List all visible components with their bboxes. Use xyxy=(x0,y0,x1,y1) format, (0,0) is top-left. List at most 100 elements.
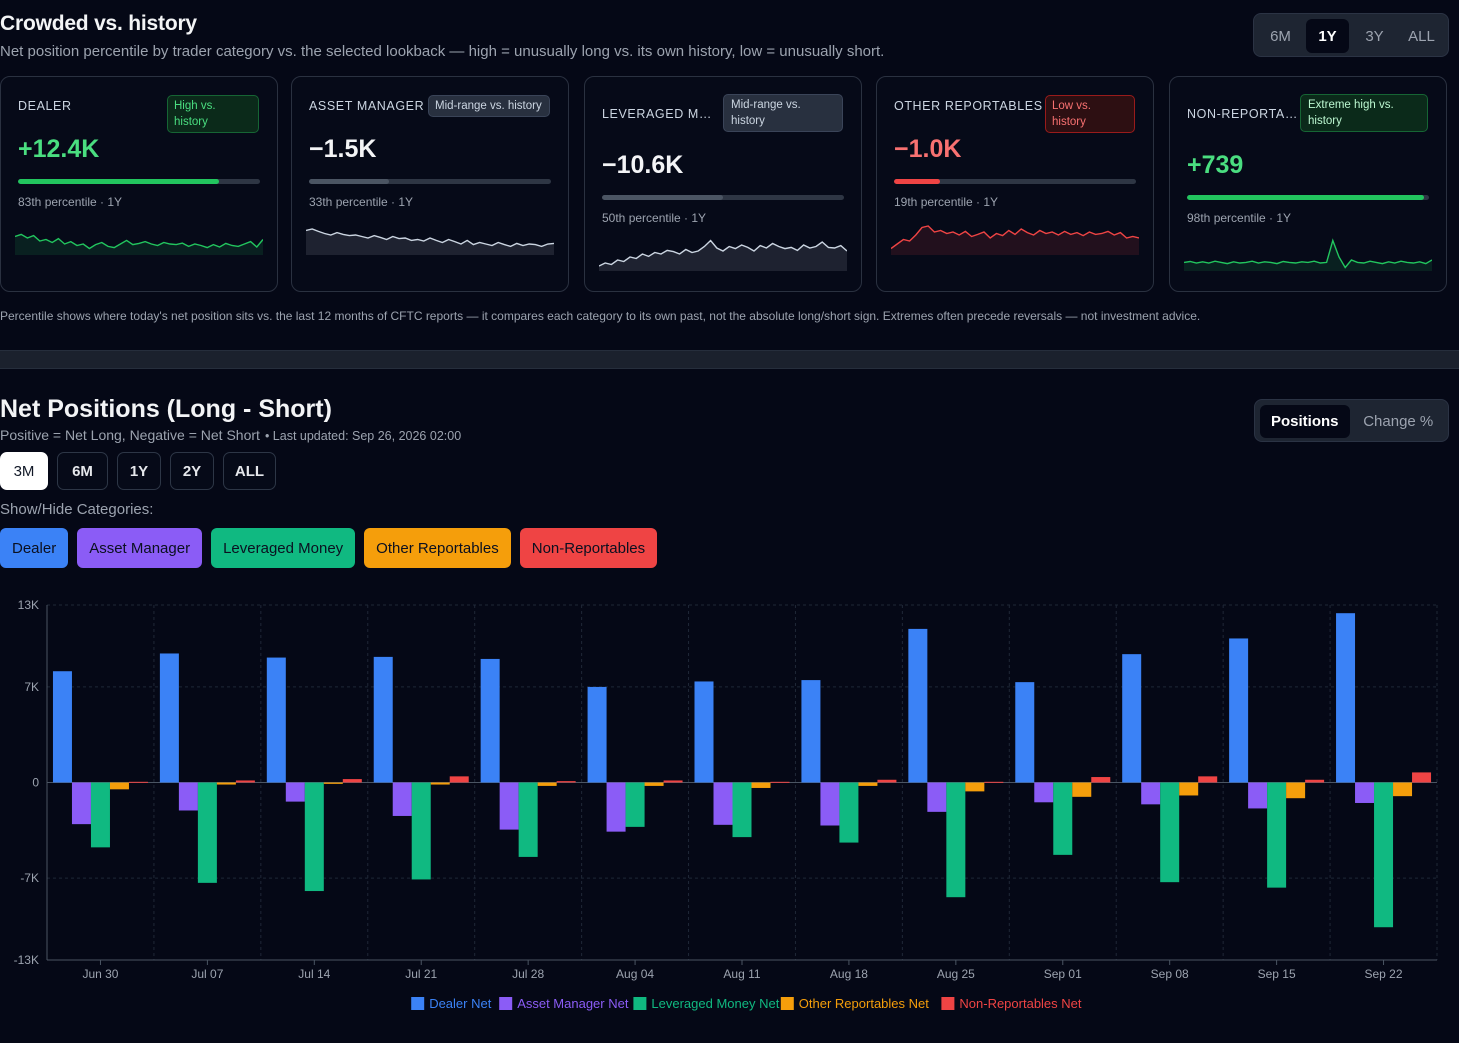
legend-label: Leveraged Money Net xyxy=(651,996,779,1011)
net-positions-title: Net Positions (Long - Short) xyxy=(0,395,332,423)
card-status-badge: Extreme high vs. history xyxy=(1300,94,1428,132)
bar-asset-manager-net xyxy=(606,782,626,832)
card-percentile-text: 83th percentile · 1Y xyxy=(18,195,123,209)
sparkline-area xyxy=(15,234,263,255)
sparkline-line xyxy=(15,233,263,250)
bar-dealer-net xyxy=(52,671,72,783)
card-category-name: OTHER REPORTABLES xyxy=(894,99,1043,113)
bar-dealer-net xyxy=(480,658,500,783)
card-net-value: −10.6K xyxy=(602,151,684,179)
bar-asset-manager-net xyxy=(1248,782,1268,809)
card-sparkline xyxy=(15,233,263,255)
range-2y-button[interactable]: 2Y xyxy=(170,452,214,490)
legend-swatch xyxy=(499,997,513,1010)
bar-other-reportables-net xyxy=(751,782,771,788)
percentile-bar xyxy=(602,195,844,200)
category-toggle-dealer[interactable]: Dealer xyxy=(0,528,69,568)
lookback-3y[interactable]: 3Y xyxy=(1365,27,1384,45)
bar-leveraged-money-net xyxy=(839,782,859,843)
bar-dealer-net xyxy=(266,657,286,783)
bar-dealer-net xyxy=(1015,682,1035,783)
bar-other-reportables-net xyxy=(1072,782,1092,797)
percentile-bar xyxy=(18,179,260,184)
category-toggle-non-reportables[interactable]: Non-Reportables xyxy=(519,528,658,568)
mode-change-percent-button[interactable]: Change % xyxy=(1363,413,1434,430)
sparkline-area xyxy=(599,240,847,271)
sparkline-line xyxy=(1184,238,1432,269)
range-3m-button[interactable]: 3M xyxy=(0,452,48,490)
bar-other-reportables-net xyxy=(1393,782,1413,797)
bar-non-reportables-net xyxy=(556,781,576,783)
lookback-selector: 6M 1Y 3Y ALL xyxy=(1253,13,1449,57)
crowded-card: LEVERAGED MONEY Mid-range vs. history −10.… xyxy=(584,76,862,292)
bar-non-reportables-net xyxy=(1198,776,1218,783)
bar-non-reportables-net xyxy=(770,781,790,783)
bar-non-reportables-net xyxy=(1091,777,1111,783)
mode-positions-button[interactable]: Positions xyxy=(1260,405,1350,438)
y-tick-label: -7K xyxy=(20,871,39,885)
legend-swatch xyxy=(411,997,425,1010)
x-tick-label: Jun 30 xyxy=(82,967,118,981)
bar-dealer-net xyxy=(694,681,714,783)
crowded-subtitle: Net position percentile by trader catego… xyxy=(0,43,885,60)
bar-leveraged-money-net xyxy=(411,782,431,880)
x-tick-label: Aug 25 xyxy=(937,967,975,981)
legend-label: Non-Reportables Net xyxy=(959,996,1082,1011)
card-percentile-text: 19th percentile · 1Y xyxy=(894,195,999,209)
crowded-card: NON-REPORTABLESExtreme high vs. history +… xyxy=(1169,76,1447,292)
card-percentile-text: 98th percentile · 1Y xyxy=(1187,211,1292,225)
range-all-button[interactable]: ALL xyxy=(223,452,276,490)
x-tick-label: Jul 28 xyxy=(512,967,544,981)
x-tick-label: Sep 15 xyxy=(1258,967,1296,981)
bar-non-reportables-net xyxy=(1305,779,1325,783)
card-category-name: NON-REPORTABLES xyxy=(1187,107,1303,121)
bar-other-reportables-net xyxy=(858,782,878,786)
x-tick-label: Jul 14 xyxy=(298,967,330,981)
bar-asset-manager-net xyxy=(1034,782,1054,803)
range-6m-button[interactable]: 6M xyxy=(57,452,108,490)
bar-leveraged-money-net xyxy=(518,782,538,857)
card-sparkline xyxy=(891,225,1139,255)
legend-swatch xyxy=(633,997,647,1010)
category-toggle-other-reportables[interactable]: Other Reportables xyxy=(364,528,511,568)
bar-dealer-net xyxy=(587,686,607,783)
bar-asset-manager-net xyxy=(713,782,733,825)
lookback-all[interactable]: ALL xyxy=(1408,27,1435,45)
bar-other-reportables-net xyxy=(216,782,236,785)
bar-dealer-net xyxy=(1122,654,1142,783)
bar-dealer-net xyxy=(159,653,179,783)
bar-non-reportables-net xyxy=(235,780,255,783)
bar-asset-manager-net xyxy=(927,782,947,812)
show-hide-label: Show/Hide Categories: xyxy=(0,501,154,518)
bar-dealer-net xyxy=(908,628,928,783)
net-positions-legend-text: Positive = Net Long, Negative = Net Shor… xyxy=(0,427,260,443)
sparkline-line xyxy=(306,228,554,248)
legend-swatch xyxy=(941,997,955,1010)
x-tick-label: Jul 07 xyxy=(191,967,223,981)
bar-asset-manager-net xyxy=(285,782,305,802)
bar-dealer-net xyxy=(373,656,393,783)
range-1y-button[interactable]: 1Y xyxy=(117,452,161,490)
bar-other-reportables-net xyxy=(1179,782,1199,796)
crowded-card: DEALER High vs. history +12.4K 83th percent… xyxy=(0,76,278,292)
bar-non-reportables-net xyxy=(342,779,362,783)
bar-other-reportables-net xyxy=(323,782,343,784)
card-net-value: −1.0K xyxy=(894,135,962,163)
category-toggle-asset-manager[interactable]: Asset Manager xyxy=(77,528,203,568)
bar-asset-manager-net xyxy=(392,782,412,816)
card-status-badge: High vs. history xyxy=(167,95,259,133)
lookback-1y[interactable]: 1Y xyxy=(1306,19,1349,53)
bar-other-reportables-net xyxy=(430,782,450,785)
bar-leveraged-money-net xyxy=(1160,782,1180,883)
category-toggle-leveraged-money[interactable]: Leveraged Money xyxy=(211,528,356,568)
net-positions-subtitle: Positive = Net Long, Negative = Net Shor… xyxy=(0,427,461,443)
x-tick-label: Sep 08 xyxy=(1151,967,1189,981)
card-percentile-text: 50th percentile · 1Y xyxy=(602,211,707,225)
lookback-6m[interactable]: 6M xyxy=(1270,27,1291,45)
bar-asset-manager-net xyxy=(71,782,91,825)
bar-other-reportables-net xyxy=(537,782,557,786)
sparkline-area xyxy=(306,229,554,255)
card-sparkline xyxy=(306,228,554,255)
bar-dealer-net xyxy=(801,680,821,783)
bar-non-reportables-net xyxy=(449,776,469,783)
